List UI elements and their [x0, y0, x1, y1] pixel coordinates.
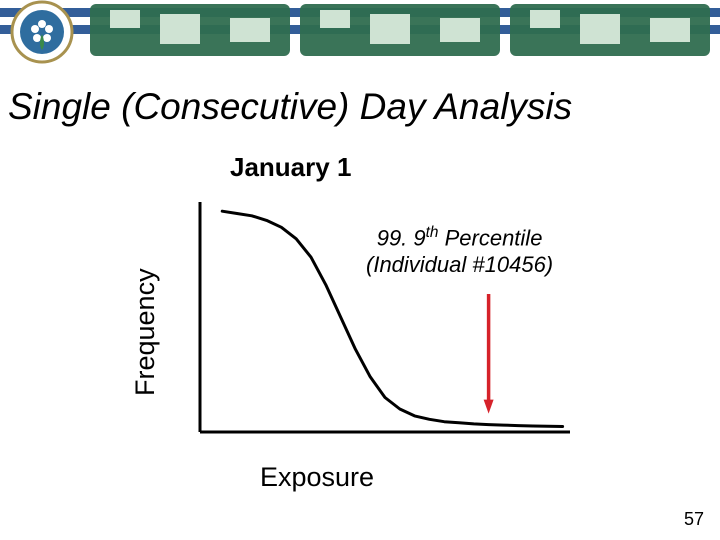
page-number: 57: [684, 509, 704, 530]
annotation-line-1: 99. 9th Percentile: [366, 224, 553, 252]
annotation-prefix: 99. 9: [377, 225, 426, 250]
percentile-annotation: 99. 9th Percentile (Individual #10456): [366, 224, 553, 278]
header-banner: [0, 0, 720, 78]
epa-seal-icon: [12, 2, 72, 62]
chart-title: January 1: [230, 152, 351, 183]
slide: Single (Consecutive) Day Analysis Januar…: [0, 0, 720, 540]
annotation-super: th: [426, 224, 439, 241]
y-axis-label: Frequency: [130, 268, 161, 396]
x-axis-label: Exposure: [260, 462, 374, 493]
annotation-line-2: (Individual #10456): [366, 252, 553, 278]
slide-title: Single (Consecutive) Day Analysis: [8, 86, 572, 128]
annotation-suffix: Percentile: [438, 225, 542, 250]
